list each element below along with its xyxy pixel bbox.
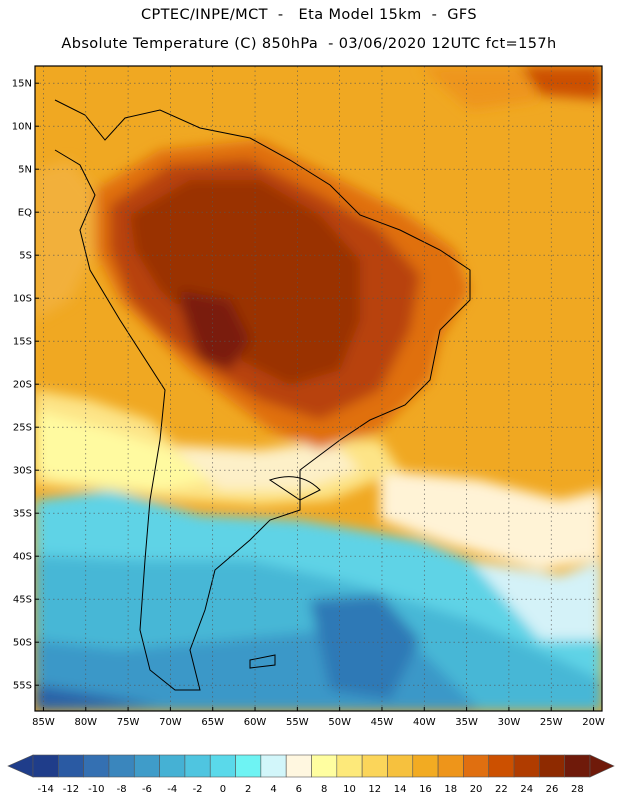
lon-label: 85W: [32, 717, 55, 728]
colorbar-swatch: [463, 754, 490, 778]
colorbar-swatch: [260, 754, 287, 778]
colorbar-tick-label: 8: [321, 784, 327, 795]
lon-label: 75W: [117, 717, 140, 728]
colorbar: [7, 754, 615, 778]
lon-label: 20W: [582, 717, 605, 728]
lon-label: 50W: [328, 717, 351, 728]
lon-label: 80W: [74, 717, 97, 728]
colorbar-tick-label: -2: [193, 784, 203, 795]
lon-label: 40W: [413, 717, 436, 728]
colorbar-swatch: [361, 754, 388, 778]
colorbar-swatch: [336, 754, 363, 778]
colorbar-swatch: [32, 754, 59, 778]
lat-label: 15S: [13, 337, 32, 348]
colorbar-swatch: [108, 754, 135, 778]
colorbar-tick-label: 2: [245, 784, 251, 795]
colorbar-tick-label: 0: [220, 784, 226, 795]
lat-label: 55S: [13, 681, 32, 692]
lat-label: 20S: [13, 380, 32, 391]
colorbar-swatch: [311, 754, 338, 778]
colorbar-tick-label: -12: [63, 784, 79, 795]
colorbar-tick-label: 16: [419, 784, 432, 795]
lat-label: 30S: [13, 466, 32, 477]
colorbar-tick-label: 28: [571, 784, 584, 795]
gridlines: [35, 66, 602, 711]
title-line-1: CPTEC/INPE/MCT - Eta Model 15km - GFS: [140, 7, 478, 23]
lat-label: 10N: [12, 122, 32, 133]
temperature-field: [35, 66, 602, 711]
lat-label: 40S: [13, 552, 32, 563]
latitude-labels: 15N 10N 5N EQ 5S 10S 15S 20S 25S 30S 35S 40S 45S 50S 5…: [12, 79, 39, 692]
colorbar-tick-label: 24: [520, 784, 533, 795]
colorbar-tick-label: 20: [470, 784, 483, 795]
colorbar-swatch: [513, 754, 540, 778]
colorbar-tick-label: 6: [296, 784, 302, 795]
colorbar-swatch: [235, 754, 262, 778]
colorbar-tick-label: -6: [142, 784, 152, 795]
lat-label: 5N: [18, 165, 32, 176]
lon-label: 25W: [540, 717, 563, 728]
colorbar-tick-label: 26: [546, 784, 559, 795]
colorbar-tick-label: 22: [495, 784, 508, 795]
lon-label: 70W: [159, 717, 182, 728]
colorbar-right-arrow: [589, 754, 615, 778]
lat-label: 5S: [19, 251, 32, 262]
colorbar-tick-label: 10: [343, 784, 356, 795]
lat-label: 35S: [13, 509, 32, 520]
colorbar-swatch: [184, 754, 211, 778]
colorbar-tick-label: -14: [37, 784, 53, 795]
colorbar-swatch: [539, 754, 565, 778]
lat-label: 25S: [13, 423, 32, 434]
colorbar-tick-label: 4: [270, 784, 276, 795]
lon-label: 30W: [498, 717, 521, 728]
colorbar-swatch: [387, 754, 414, 778]
colorbar-swatch: [412, 754, 439, 778]
colorbar-tick-label: -10: [88, 784, 104, 795]
colorbar-tick-label: 14: [394, 784, 407, 795]
colorbar-swatch: [437, 754, 464, 778]
colorbar-tick-label: 18: [444, 784, 457, 795]
colorbar-swatch: [133, 754, 160, 778]
colorbar-tick-label: 12: [368, 784, 381, 795]
colorbar-swatch: [83, 754, 110, 778]
lat-label: 15N: [12, 79, 32, 90]
coastlines: [54, 99, 471, 691]
colorbar-tick-labels: -14 -12 -10 -8 -6 -4 -2 0 2 4 6 8 10 12 14 16 18 20 22 24 26…: [37, 784, 583, 795]
lon-label: 60W: [244, 717, 267, 728]
lat-label: EQ: [18, 208, 32, 219]
lon-label: 55W: [286, 717, 309, 728]
lat-label: 45S: [13, 595, 32, 606]
colorbar-left-arrow: [7, 754, 34, 778]
colorbar-tick-label: -4: [167, 784, 177, 795]
map-frame: [34, 65, 603, 712]
lon-label: 35W: [455, 717, 478, 728]
title-line-2: Absolute Temperature (C) 850hPa - 03/06/…: [61, 36, 557, 52]
colorbar-swatch: [564, 754, 591, 778]
lon-label: 45W: [371, 717, 394, 728]
longitude-labels: 85W 80W 75W 70W 65W 60W 55W 50W 45W 40W 35W 30W 25W 2…: [32, 707, 605, 728]
colorbar-swatch: [488, 754, 515, 778]
colorbar-swatch: [209, 754, 236, 778]
colorbar-swatch: [159, 754, 186, 778]
lat-label: 10S: [13, 294, 32, 305]
colorbar-tick-label: -8: [117, 784, 127, 795]
lat-label: 50S: [13, 638, 32, 649]
colorbar-swatch: [58, 754, 84, 778]
lon-label: 65W: [201, 717, 224, 728]
colorbar-swatch: [285, 754, 312, 778]
